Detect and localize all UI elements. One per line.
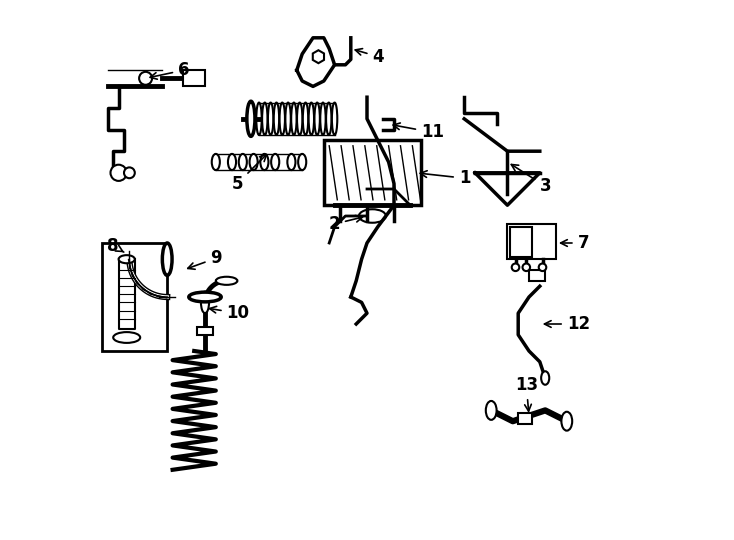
Circle shape (111, 165, 127, 181)
Circle shape (512, 264, 519, 271)
Circle shape (124, 167, 135, 178)
Ellipse shape (113, 332, 140, 343)
Ellipse shape (291, 103, 297, 135)
Bar (324, 140, 421, 205)
Text: 10: 10 (210, 304, 250, 322)
Ellipse shape (326, 103, 332, 135)
Ellipse shape (211, 154, 220, 170)
Bar (184, 70, 205, 86)
Text: 8: 8 (107, 237, 124, 255)
Ellipse shape (274, 103, 279, 135)
Text: 6: 6 (150, 61, 189, 79)
Text: 13: 13 (515, 376, 538, 411)
Ellipse shape (286, 103, 291, 135)
Text: 5: 5 (232, 154, 266, 193)
Ellipse shape (201, 292, 209, 313)
Bar (529, 270, 545, 281)
Bar (103, 243, 167, 351)
Ellipse shape (320, 103, 326, 135)
Text: 7: 7 (561, 234, 589, 252)
Bar (507, 224, 556, 259)
Ellipse shape (298, 154, 306, 170)
Ellipse shape (261, 154, 269, 170)
Ellipse shape (256, 103, 262, 135)
Ellipse shape (268, 103, 273, 135)
Ellipse shape (287, 154, 296, 170)
Bar (510, 227, 531, 256)
Text: 11: 11 (393, 123, 444, 141)
Text: 9: 9 (188, 249, 222, 269)
Text: 4: 4 (355, 48, 384, 66)
Bar (518, 413, 531, 424)
Circle shape (539, 264, 546, 271)
Ellipse shape (119, 255, 135, 263)
Ellipse shape (332, 103, 338, 135)
Ellipse shape (308, 103, 314, 135)
Circle shape (523, 264, 530, 271)
Circle shape (139, 72, 152, 85)
Ellipse shape (247, 102, 255, 137)
Ellipse shape (262, 103, 267, 135)
Ellipse shape (303, 103, 308, 135)
Ellipse shape (189, 292, 221, 302)
Ellipse shape (297, 103, 302, 135)
Ellipse shape (562, 411, 573, 431)
Text: 2: 2 (328, 215, 363, 233)
Ellipse shape (239, 154, 247, 170)
Ellipse shape (486, 401, 497, 420)
Ellipse shape (216, 276, 237, 285)
Text: 12: 12 (545, 315, 590, 333)
Ellipse shape (271, 154, 279, 170)
Ellipse shape (228, 154, 236, 170)
Ellipse shape (359, 209, 386, 222)
Ellipse shape (162, 243, 172, 275)
Text: 1: 1 (421, 169, 470, 187)
Text: 3: 3 (512, 165, 551, 195)
Ellipse shape (314, 103, 320, 135)
Ellipse shape (280, 103, 285, 135)
Ellipse shape (541, 372, 549, 384)
Ellipse shape (250, 154, 258, 170)
Bar (197, 327, 213, 335)
